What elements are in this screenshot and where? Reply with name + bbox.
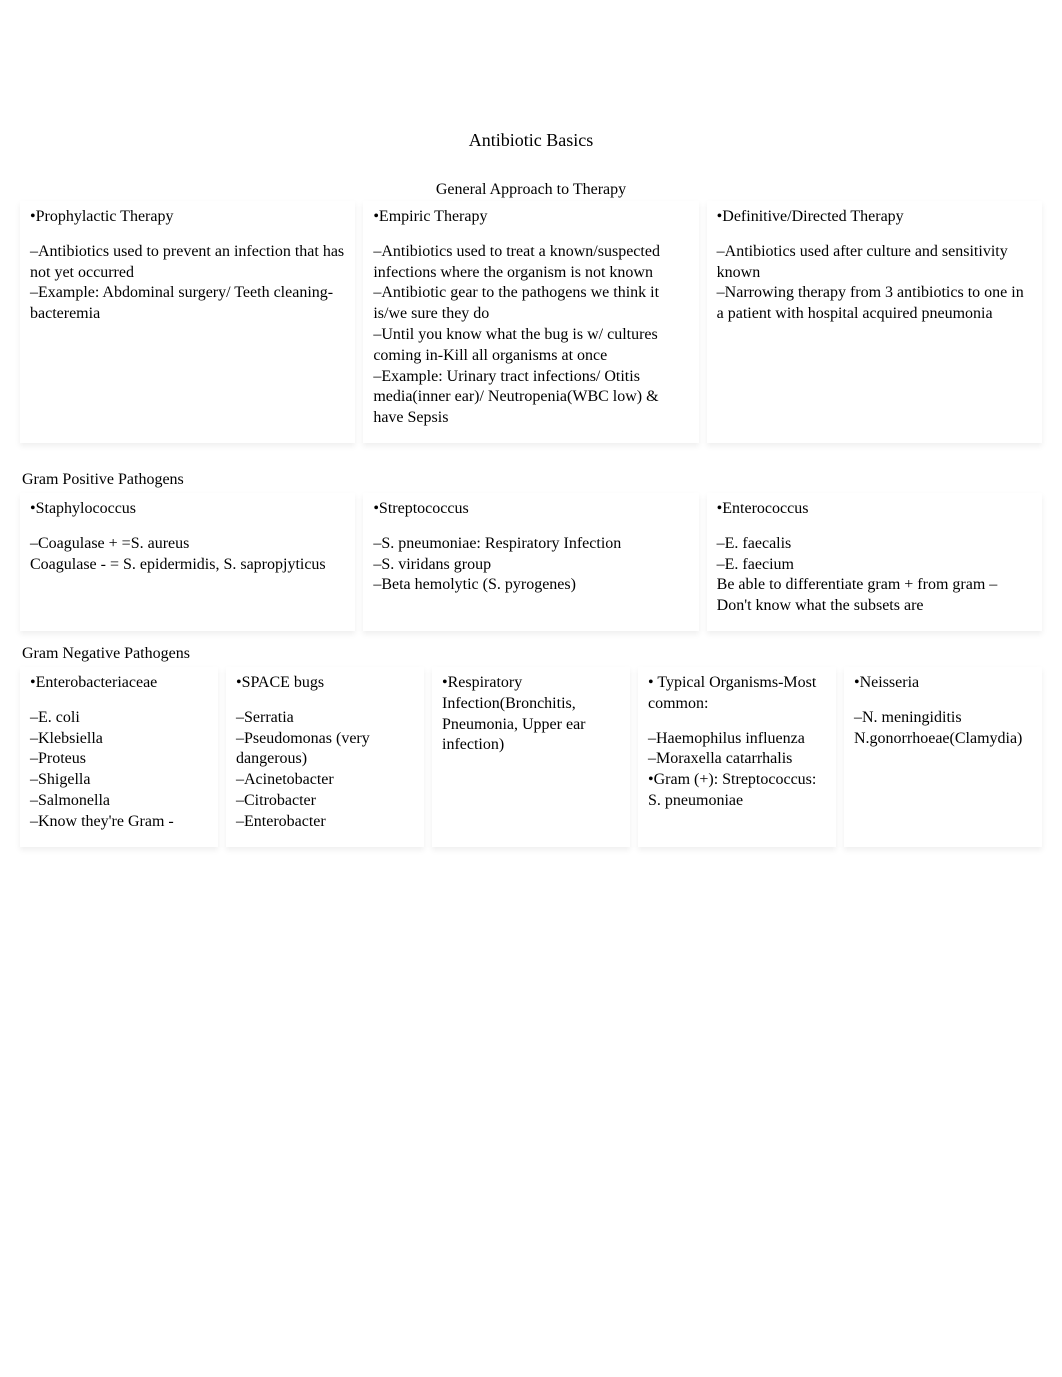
section1-row: •Prophylactic Therapy –Antibiotics used … [20, 201, 1042, 443]
card-heading: •Empiric Therapy [373, 207, 688, 228]
card-strep: •Streptococcus –S. pneumoniae: Respirato… [363, 493, 698, 631]
section2-label: Gram Positive Pathogens [20, 471, 1042, 489]
card-heading: •Prophylactic Therapy [30, 207, 345, 228]
card-prophylactic: •Prophylactic Therapy –Antibiotics used … [20, 201, 355, 443]
card-enterobacteriaceae: •Enterobacteriaceae –E. coli –Klebsiella… [20, 667, 218, 847]
card-heading: • Typical Organisms-Most common: [648, 673, 826, 715]
card-definitive: •Definitive/Directed Therapy –Antibiotic… [707, 201, 1042, 443]
card-body: –E. coli –Klebsiella –Proteus –Shigella … [30, 708, 208, 833]
section2-row: •Staphylococcus –Coagulase + =S. aureus … [20, 493, 1042, 631]
card-heading: •Staphylococcus [30, 499, 345, 520]
card-body: –Antibiotics used to prevent an infectio… [30, 242, 345, 325]
card-body: –Haemophilus influenza –Moraxella catarr… [648, 729, 826, 812]
section3-label: Gram Negative Pathogens [20, 645, 1042, 663]
card-body: –Coagulase + =S. aureus Coagulase - = S.… [30, 534, 345, 576]
section3-row: •Enterobacteriaceae –E. coli –Klebsiella… [20, 667, 1042, 847]
card-body: –Antibiotics used after culture and sens… [717, 242, 1032, 325]
card-body: –E. faecalis –E. faecium Be able to diff… [717, 534, 1032, 617]
card-neisseria: •Neisseria –N. meningiditis N.gonorrhoea… [844, 667, 1042, 847]
card-typical-organisms: • Typical Organisms-Most common: –Haemop… [638, 667, 836, 847]
card-body: –Antibiotics used to treat a known/suspe… [373, 242, 688, 429]
card-heading: •Definitive/Directed Therapy [717, 207, 1032, 228]
card-body: –S. pneumoniae: Respiratory Infection –S… [373, 534, 688, 596]
card-body: –N. meningiditis N.gonorrhoeae(Clamydia) [854, 708, 1032, 750]
card-heading: •Neisseria [854, 673, 1032, 694]
card-heading: •Enterococcus [717, 499, 1032, 520]
card-heading: •SPACE bugs [236, 673, 414, 694]
card-respiratory: •Respiratory Infection(Bronchitis, Pneum… [432, 667, 630, 847]
card-heading: •Enterobacteriaceae [30, 673, 208, 694]
card-heading: •Respiratory Infection(Bronchitis, Pneum… [442, 673, 620, 756]
card-staph: •Staphylococcus –Coagulase + =S. aureus … [20, 493, 355, 631]
card-entero: •Enterococcus –E. faecalis –E. faecium B… [707, 493, 1042, 631]
section1-subtitle: General Approach to Therapy [20, 181, 1042, 199]
page: Antibiotic Basics General Approach to Th… [0, 0, 1062, 847]
card-space-bugs: •SPACE bugs –Serratia –Pseudomonas (very… [226, 667, 424, 847]
card-empiric: •Empiric Therapy –Antibiotics used to tr… [363, 201, 698, 443]
page-title: Antibiotic Basics [20, 130, 1042, 151]
card-body: –Serratia –Pseudomonas (very dangerous) … [236, 708, 414, 833]
card-heading: •Streptococcus [373, 499, 688, 520]
